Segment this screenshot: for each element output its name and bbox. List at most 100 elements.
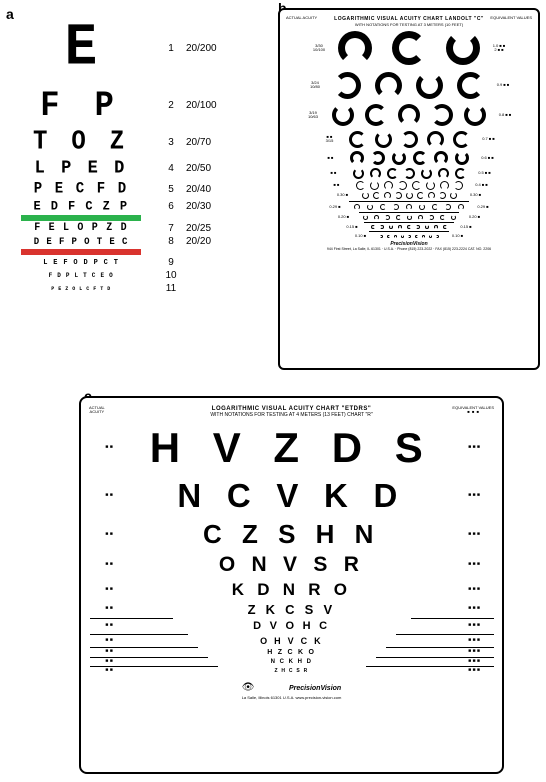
snellen-line-number: 8	[156, 236, 186, 247]
etdrs-letters: N C V K D	[131, 477, 452, 515]
landolt-row: 3/30 10/1001.0 ■ ■ 2 ■ ■	[284, 31, 534, 65]
landolt-c-icon	[431, 104, 453, 126]
landolt-left-label: ■ ■	[318, 156, 344, 160]
landolt-row: ■ ■0.5 ■ ■	[284, 168, 534, 179]
etdrs-right-label: ■ ■ ■	[452, 659, 496, 665]
landolt-c-icon	[413, 151, 427, 165]
landolt-c-icon	[436, 235, 439, 238]
landolt-c-icon	[446, 31, 480, 65]
snellen-letters: E D F C Z P	[6, 198, 156, 213]
landolt-left-label: 3/19 10/63	[300, 111, 326, 120]
etdrs-row: ■ ■H V Z D S■ ■ ■	[87, 424, 496, 472]
green-bar	[21, 215, 141, 221]
divider-line	[87, 647, 496, 648]
divider-line	[87, 618, 496, 619]
landolt-c-icon	[406, 192, 413, 199]
landolt-c-icon	[392, 151, 406, 165]
etdrs-corner-tl: ACTUAL ACUITY	[89, 406, 105, 415]
landolt-c-icon	[408, 235, 411, 238]
landolt-c-icon	[353, 168, 364, 179]
etdrs-letters: D V O H C	[131, 620, 452, 632]
landolt-c-icon	[416, 225, 420, 229]
landolt-c-icon	[371, 225, 375, 229]
etdrs-left-label: ■ ■	[87, 606, 131, 612]
landolt-c-icon	[375, 72, 402, 99]
etdrs-letters: O N V S R	[131, 553, 452, 577]
landolt-c-icon	[389, 225, 393, 229]
landolt-right-label: 0.10 ■	[445, 234, 471, 238]
etdrs-letters: N C K H D	[131, 659, 452, 665]
landolt-row: ■ ■0.6 ■ ■	[284, 151, 534, 165]
landolt-c-icon	[440, 215, 445, 220]
etdrs-letters: Z H C S R	[131, 668, 452, 674]
landolt-row: 0.15 ■0.15 ■	[284, 225, 534, 229]
etdrs-right-label: ■ ■ ■	[452, 562, 496, 568]
landolt-c-icon	[398, 181, 407, 190]
landolt-c-icon	[401, 131, 418, 148]
snellen-row: L E F O D P C T9	[6, 257, 270, 268]
landolt-c-icon	[362, 192, 369, 199]
snellen-acuity: 20/50	[186, 163, 246, 174]
etdrs-left-label: ■ ■	[87, 445, 131, 451]
landolt-c-icon	[417, 192, 424, 199]
landolt-c-icon	[419, 204, 425, 210]
landolt-c-icon	[393, 204, 399, 210]
etdrs-right-label: ■ ■ ■	[452, 638, 496, 644]
landolt-right-label: 0.15 ■	[453, 225, 479, 229]
landolt-c-icon	[350, 151, 364, 165]
etdrs-left-label: ■ ■	[87, 587, 131, 593]
landolt-c-icon	[367, 204, 373, 210]
landolt-right-label: 0.29 ■	[470, 205, 496, 209]
landolt-right-label: 0.7 ■ ■	[476, 137, 502, 141]
etdrs-right-label: ■ ■ ■	[452, 606, 496, 612]
divider-line	[369, 231, 449, 232]
etdrs-subtitle: WITH NOTATIONS FOR TESTING AT 4 METERS (…	[87, 412, 496, 418]
landolt-footer-sub: 944 First Street, La Salle, IL 61301 · U…	[284, 247, 534, 251]
snellen-chart: E120/200F P220/100T O Z320/70L P E D420/…	[6, 8, 270, 388]
snellen-row: P E Z O L C F T D11	[6, 283, 270, 294]
landolt-c-icon	[349, 131, 366, 148]
landolt-row: ■ ■ 3/15 0.7 ■ ■	[284, 131, 534, 148]
snellen-letters: F D P L T C E O	[6, 272, 156, 280]
landolt-c-icon	[392, 31, 426, 65]
landolt-c-icon	[385, 215, 390, 220]
landolt-c-icon	[356, 181, 365, 190]
landolt-c-icon	[451, 215, 456, 220]
etdrs-row: ■ ■K D N R O■ ■ ■	[87, 580, 496, 600]
snellen-acuity: 20/25	[186, 223, 246, 234]
landolt-c-icon	[453, 131, 470, 148]
landolt-c-icon	[429, 235, 432, 238]
landolt-c-icon	[394, 235, 397, 238]
snellen-row: D E F P O T E C820/20	[6, 236, 270, 247]
landolt-c-icon	[455, 168, 466, 179]
snellen-letters: T O Z	[6, 128, 156, 158]
landolt-c-icon	[395, 192, 402, 199]
snellen-line-number: 2	[156, 100, 186, 111]
landolt-left-label: ■ ■	[324, 183, 350, 187]
etdrs-row: ■ ■H Z C K O■ ■ ■	[87, 649, 496, 656]
landolt-c-icon	[425, 225, 429, 229]
divider-line	[87, 666, 496, 667]
landolt-c-icon	[354, 204, 360, 210]
landolt-c-icon	[387, 235, 390, 238]
landolt-c-icon	[374, 215, 379, 220]
etdrs-letters: H Z C K O	[131, 649, 452, 656]
landolt-c-icon	[434, 225, 438, 229]
etdrs-right-label: ■ ■ ■	[452, 532, 496, 538]
landolt-c-icon	[416, 72, 443, 99]
landolt-row: 0.20 ■0.20 ■	[284, 215, 534, 220]
landolt-c-icon	[363, 215, 368, 220]
landolt-c-icon	[443, 225, 447, 229]
etdrs-row: ■ ■C Z S H N■ ■ ■	[87, 519, 496, 550]
etdrs-corner-tr: EQUIVALENT VALUES ■ ■ ■	[452, 406, 494, 415]
snellen-row: E120/200	[6, 18, 270, 79]
etdrs-letters: O H V C K	[131, 636, 452, 646]
landolt-c-icon	[434, 151, 448, 165]
snellen-letters: D E F P O T E C	[6, 236, 156, 247]
landolt-c-icon	[445, 204, 451, 210]
snellen-letters: L P E D	[6, 159, 156, 180]
landolt-c-icon	[407, 215, 412, 220]
landolt-c-icon	[415, 235, 418, 238]
landolt-left-label: ■ ■ 3/15	[317, 135, 343, 144]
landolt-c-icon	[427, 131, 444, 148]
